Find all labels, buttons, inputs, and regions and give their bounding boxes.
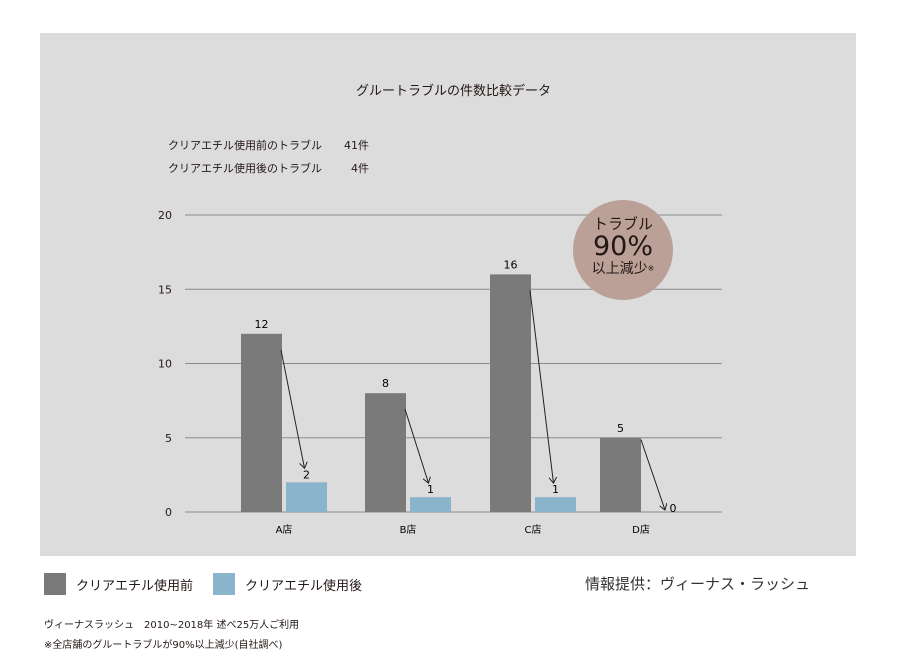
chart-panel (40, 33, 856, 556)
bar-before (490, 274, 531, 512)
legend-swatch-before (44, 573, 66, 595)
arrow (529, 290, 554, 483)
arrow (404, 409, 429, 483)
legend-swatch-after (213, 573, 235, 595)
legend-after: クリアエチル使用後 (213, 573, 362, 595)
summary-before: クリアエチル使用前のトラブル 41件 (168, 139, 369, 152)
data-label-after: 0 (670, 502, 677, 515)
data-label-before: 12 (255, 318, 269, 331)
y-tick-label: 5 (165, 432, 172, 445)
x-tick-label: A店 (276, 523, 293, 536)
legend-before: クリアエチル使用前 (44, 573, 193, 595)
data-label-before: 5 (617, 422, 624, 435)
bar-after (535, 497, 576, 512)
credit: 情報提供：ヴィーナス・ラッシュ (585, 575, 811, 593)
data-label-before: 8 (382, 377, 389, 390)
summary-after: クリアエチル使用後のトラブル 4件 (168, 162, 369, 175)
y-tick-label: 10 (158, 358, 172, 371)
y-tick-label: 15 (158, 283, 172, 296)
x-tick-label: C店 (525, 523, 542, 536)
footnote-1: ヴィーナスラッシュ 2010~2018年 述べ25万人ご利用 (44, 620, 300, 631)
bar-after (410, 497, 451, 512)
reduction-badge: トラブル 90% 以上減少※ (573, 200, 673, 300)
y-tick-label: 0 (165, 506, 172, 519)
bar-before (241, 333, 282, 512)
bar-before (365, 393, 406, 512)
bar-after (286, 482, 327, 512)
chart-title: グルートラブルの件数比較データ (356, 84, 552, 99)
x-tick-label: B店 (400, 523, 417, 536)
arrow (280, 349, 305, 469)
x-tick-label: D店 (632, 523, 650, 536)
data-label-after: 1 (552, 483, 559, 496)
data-label-before: 16 (504, 258, 518, 271)
data-label-after: 2 (303, 468, 310, 481)
data-label-after: 1 (427, 483, 434, 496)
bar-before (600, 437, 641, 512)
footnote-2: ※全店舗のグルートラブルが90%以上減少(自社調べ) (44, 640, 283, 651)
arrow (640, 439, 665, 510)
y-tick-label: 20 (158, 209, 172, 222)
